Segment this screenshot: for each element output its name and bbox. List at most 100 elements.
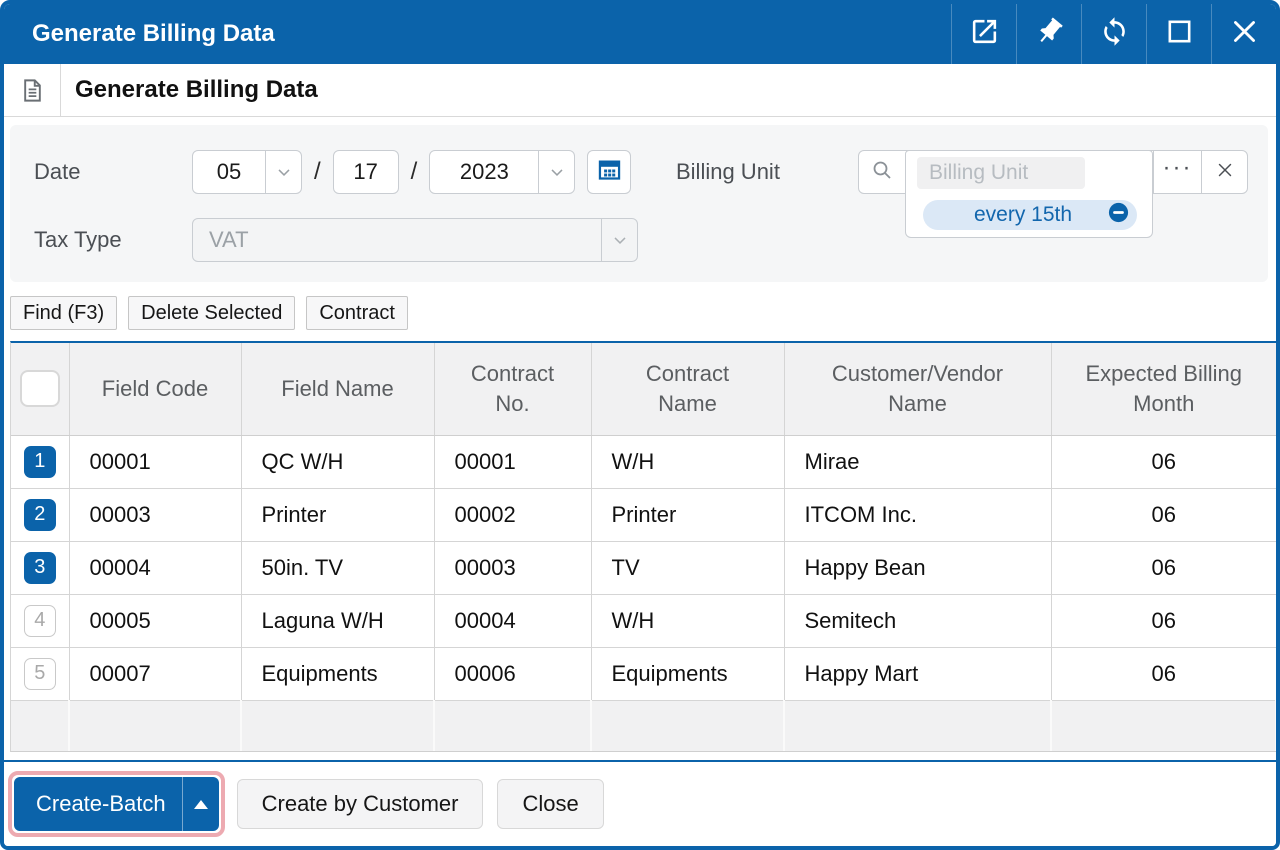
cell-expected-billing-month[interactable]: 06: [1051, 594, 1276, 648]
cell-field-name[interactable]: 50in. TV: [241, 541, 435, 595]
row-number-cell: 4: [11, 594, 70, 648]
cell-contract-name[interactable]: W/H: [591, 594, 785, 648]
date-separator: /: [410, 158, 418, 185]
table-row: 1 00001 QC W/H 00001 W/H Mirae 06: [11, 435, 1276, 489]
refresh-button[interactable]: [1081, 4, 1146, 64]
cell-customer-vendor-name[interactable]: Happy Mart: [784, 647, 1052, 701]
cell-field-name[interactable]: Laguna W/H: [241, 594, 435, 648]
open-in-new-window-button[interactable]: [951, 4, 1016, 64]
refresh-icon: [1099, 16, 1130, 52]
table-body: 1 00001 QC W/H 00001 W/H Mirae 06 2 00003 Printer…: [11, 435, 1276, 751]
cell-field-code[interactable]: 00004: [69, 541, 242, 595]
pin-button[interactable]: [1016, 4, 1081, 64]
select-all-checkbox[interactable]: [19, 370, 60, 408]
date-controls: 05 / / 2023: [192, 150, 632, 194]
find-button[interactable]: Find (F3): [10, 296, 118, 330]
cell-contract-no[interactable]: 00003: [434, 541, 592, 595]
open-in-new-window-icon: [969, 16, 1000, 52]
create-batch-button[interactable]: Create-Batch: [14, 777, 219, 831]
create-batch-highlight-ring: Create-Batch: [8, 771, 225, 837]
remove-minus-icon[interactable]: [1107, 201, 1130, 229]
calendar-icon: [596, 156, 623, 188]
cell-contract-name[interactable]: Equipments: [591, 647, 785, 701]
row-select-badge[interactable]: 1: [23, 445, 56, 478]
cell-field-code[interactable]: 00007: [69, 647, 242, 701]
chevron-up-icon[interactable]: [183, 777, 219, 831]
dialog-title: Generate Billing Data: [32, 20, 275, 47]
chevron-down-icon: [265, 151, 301, 193]
cell-expected-billing-month[interactable]: 06: [1051, 435, 1276, 489]
cell-expected-billing-month[interactable]: 06: [1051, 541, 1276, 595]
date-label: Date: [34, 159, 81, 184]
cell-contract-no[interactable]: 00002: [434, 488, 592, 542]
chevron-down-icon: [538, 151, 574, 193]
row-select-badge[interactable]: 4: [23, 604, 56, 637]
button-divider: [181, 777, 183, 831]
billing-unit-clear-button[interactable]: [1201, 151, 1247, 193]
billing-unit-input[interactable]: [917, 157, 1085, 189]
cell-contract-name[interactable]: Printer: [591, 488, 785, 542]
row-number-cell: 5: [11, 647, 70, 701]
tax-type-select[interactable]: VAT: [192, 218, 638, 262]
chevron-down-icon: [601, 219, 637, 261]
row-number-cell: 2: [11, 488, 70, 542]
column-header-customer-vendor-name: Customer/Vendor Name: [784, 343, 1052, 436]
search-form-panel: Date 05 / / 2023 Tax: [10, 125, 1268, 282]
search-icon: [870, 158, 894, 187]
create-by-customer-button[interactable]: Create by Customer: [236, 779, 484, 829]
column-header-select: [11, 343, 70, 436]
cell-contract-name[interactable]: W/H: [591, 435, 785, 489]
contract-button[interactable]: Contract: [306, 296, 408, 330]
calendar-button[interactable]: [587, 150, 632, 194]
footer-bar: Create-Batch Create by Customer Close: [4, 760, 1276, 846]
row-select-badge[interactable]: 3: [23, 551, 56, 584]
column-header-contract-no: Contract No.: [434, 343, 592, 436]
cell-customer-vendor-name[interactable]: Happy Bean: [784, 541, 1052, 595]
empty-row: [11, 700, 1276, 751]
close-button[interactable]: [1211, 4, 1276, 64]
cell-expected-billing-month[interactable]: 06: [1051, 488, 1276, 542]
cell-customer-vendor-name[interactable]: ITCOM Inc.: [784, 488, 1052, 542]
document-icon: [4, 64, 61, 116]
billing-unit-more-button[interactable]: ···: [1153, 151, 1201, 193]
table-row: 5 00007 Equipments 00006 Equipments Happy Mar…: [11, 647, 1276, 701]
maximize-button[interactable]: [1146, 4, 1211, 64]
date-separator: /: [314, 158, 321, 185]
cell-field-code[interactable]: 00001: [69, 435, 242, 489]
grid-toolbar: Find (F3) Delete Selected Contract: [10, 296, 1276, 330]
billing-unit-selected-tag[interactable]: every 15th: [923, 200, 1137, 230]
cell-contract-no[interactable]: 00001: [434, 435, 592, 489]
row-number-cell: 1: [11, 435, 70, 489]
pin-icon: [1034, 16, 1065, 52]
column-header-expected-billing-month: Expected Billing Month: [1051, 343, 1276, 436]
tax-type-label: Tax Type: [34, 227, 122, 252]
cell-field-name[interactable]: QC W/H: [241, 435, 435, 489]
month-select[interactable]: 05: [192, 150, 302, 194]
cell-field-code[interactable]: 00005: [69, 594, 242, 648]
row-select-badge[interactable]: 5: [23, 657, 56, 690]
cell-field-name[interactable]: Printer: [241, 488, 435, 542]
cell-customer-vendor-name[interactable]: Semitech: [784, 594, 1052, 648]
billing-unit-label: Billing Unit: [676, 159, 780, 184]
day-input[interactable]: [332, 150, 399, 194]
close-icon: [1229, 16, 1260, 52]
close-dialog-button[interactable]: Close: [497, 779, 604, 829]
year-select[interactable]: 2023: [429, 150, 576, 194]
cell-customer-vendor-name[interactable]: Mirae: [784, 435, 1052, 489]
table-row: 3 00004 50in. TV 00003 TV Happy Bean 06: [11, 541, 1276, 595]
cell-contract-name[interactable]: TV: [591, 541, 785, 595]
delete-selected-button[interactable]: Delete Selected: [128, 296, 296, 330]
cell-contract-no[interactable]: 00006: [434, 647, 592, 701]
cell-field-code[interactable]: 00003: [69, 488, 242, 542]
row-select-badge[interactable]: 2: [23, 498, 56, 531]
cell-field-name[interactable]: Equipments: [241, 647, 435, 701]
row-number-cell: 3: [11, 541, 70, 595]
table-row: 2 00003 Printer 00002 Printer ITCOM Inc. 06: [11, 488, 1276, 542]
clear-x-icon: [1214, 159, 1236, 186]
cell-contract-no[interactable]: 00004: [434, 594, 592, 648]
cell-expected-billing-month[interactable]: 06: [1051, 647, 1276, 701]
billing-grid: Field Code Field Name Contract No. Contract…: [10, 341, 1276, 752]
dialog-titlebar: Generate Billing Data: [4, 4, 1276, 64]
search-button[interactable]: [859, 151, 905, 193]
